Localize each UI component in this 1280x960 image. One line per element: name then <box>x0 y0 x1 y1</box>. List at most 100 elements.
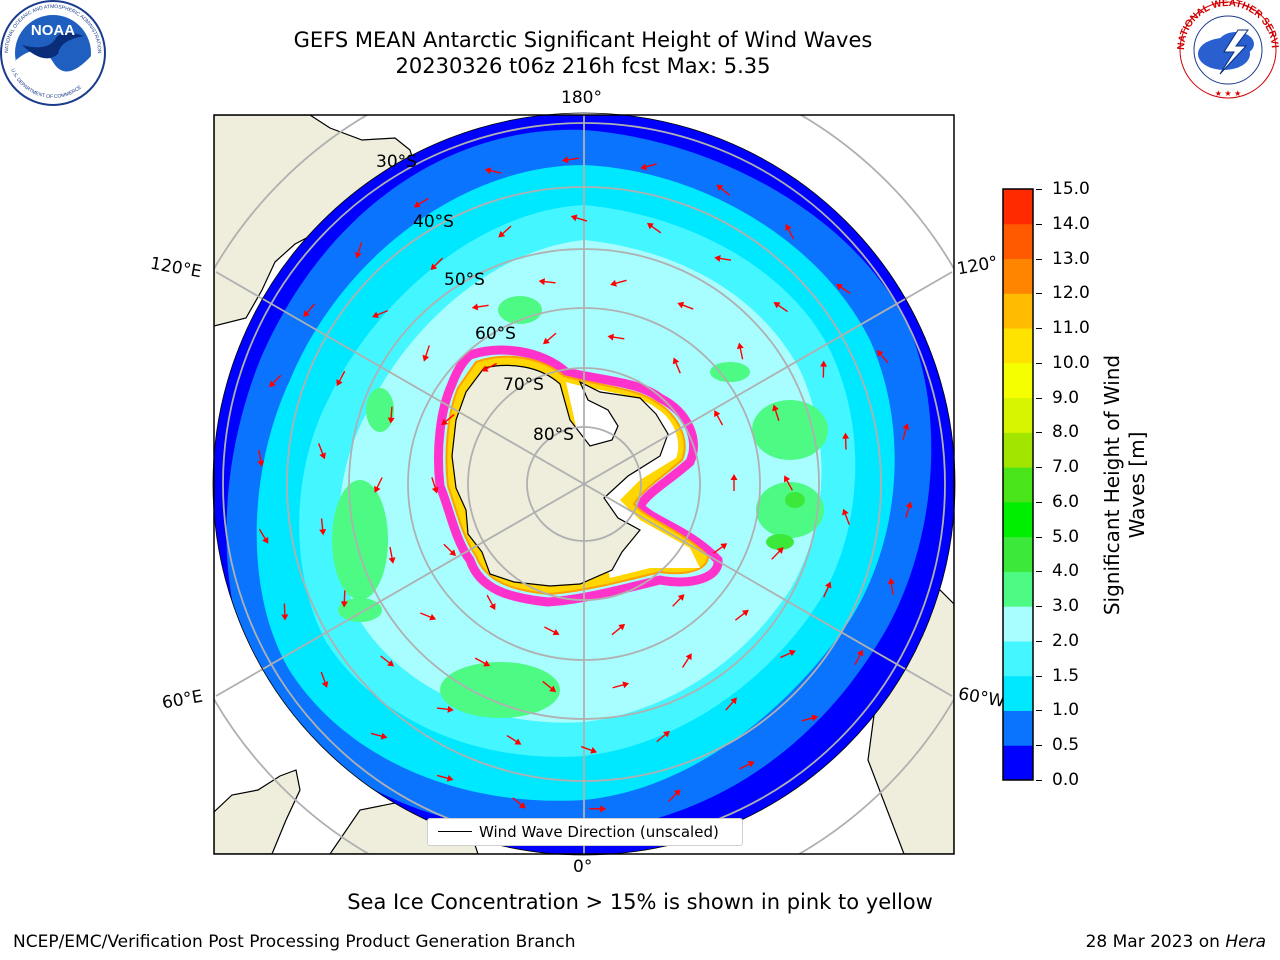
colorbar-tick-mark <box>1036 189 1042 190</box>
legend-line-swatch <box>438 831 472 832</box>
wind-wave-arrowhead <box>354 251 362 259</box>
wind-wave-arrowhead <box>622 681 630 689</box>
wind-wave-arrowhead <box>257 460 265 467</box>
lat-label-40s: 40°S <box>413 212 454 232</box>
colorbar-segment <box>1003 606 1033 642</box>
wind-wave-arrowhead <box>387 660 395 667</box>
wind-wave-arrowhead <box>646 222 654 230</box>
colorbar-tick-mark <box>1036 640 1042 642</box>
wind-wave-arrowhead <box>321 681 329 688</box>
wind-wave-arrowhead <box>340 601 348 608</box>
sea-ice-edge <box>434 345 723 607</box>
colorbar-segment <box>1003 362 1033 399</box>
wind-wave-arrowhead <box>714 410 721 418</box>
wind-wave-arrowhead <box>720 543 728 550</box>
colorbar-tick-label: 0.5 <box>1052 735 1080 756</box>
lat-label-80s: 80°S <box>533 425 574 445</box>
graticule <box>214 115 954 854</box>
wind-wave-arrowhead <box>747 761 755 768</box>
lat-label-60s: 60°S <box>475 324 516 344</box>
wind-wave-arrowhead <box>514 738 522 745</box>
colorbar-tick-label: 11.0 <box>1052 318 1090 339</box>
colorbar-tick-label: 2.0 <box>1052 630 1080 651</box>
colorbar-segment <box>1003 223 1033 260</box>
colorbar-segment <box>1003 432 1033 468</box>
wind-wave-arrowhead <box>776 547 784 554</box>
colorbar-tick-label: 0.0 <box>1052 770 1080 790</box>
wind-wave-arrowhead <box>484 167 492 175</box>
colorbar-tick-mark <box>1036 571 1042 573</box>
wind-wave-arrowhead <box>303 310 310 318</box>
wind-wave-arrowhead <box>552 628 560 636</box>
wind-wave-arrowhead <box>714 254 721 262</box>
footer-producer: NCEP/EMC/Verification Post Processing Pr… <box>13 932 576 952</box>
colorbar-tick-label: 8.0 <box>1052 422 1080 443</box>
lat-label-30s: 30°S <box>376 152 417 172</box>
wind-wave-arrowhead <box>380 732 388 740</box>
wind-wave-arrowhead <box>836 283 843 291</box>
wind-wave-arrowhead <box>498 230 506 238</box>
colorbar-tick-label: 13.0 <box>1052 248 1090 269</box>
colorbar-tick-label: 12.0 <box>1052 283 1090 304</box>
wind-wave-arrowhead <box>685 653 692 661</box>
wind-wave-arrowhead <box>730 697 737 705</box>
colorbar-tick-mark <box>1036 258 1042 260</box>
colorbar-segment <box>1003 745 1033 781</box>
wind-wave-arrowhead <box>876 349 884 357</box>
colorbar-tick-label: 9.0 <box>1052 387 1080 408</box>
wind-wave-arrowhead <box>784 475 791 483</box>
wind-wave-arrowhead <box>319 529 327 536</box>
wind-wave-arrowhead <box>430 263 438 271</box>
map-legend: Wind Wave Direction (unscaled) <box>427 818 743 846</box>
wind-wave-arrowhead <box>902 423 910 430</box>
wind-wave-arrowhead <box>262 536 269 544</box>
colorbar-tick-mark <box>1036 362 1042 364</box>
wind-wave-arrowhead <box>811 714 819 722</box>
colorbar-tick-label: 14.0 <box>1052 213 1090 234</box>
wind-wave-arrowhead <box>610 279 617 287</box>
colorbar-segment <box>1003 640 1033 677</box>
wind-wave-arrowhead <box>281 614 289 621</box>
wind-wave-arrowhead <box>677 594 685 601</box>
wind-wave-arrowhead <box>785 223 792 231</box>
wind-wave-arrowhead <box>429 613 437 621</box>
colorbar-segment <box>1003 571 1033 607</box>
wind-wave-arrowhead <box>413 201 421 208</box>
colorbar-tick-mark <box>1036 710 1042 712</box>
wind-wave-arrowhead <box>607 333 614 341</box>
wind-wave-arrowhead <box>447 705 454 713</box>
wind-wave-arrowhead <box>824 581 832 589</box>
wind-wave-arrowhead <box>887 577 895 585</box>
wind-wave-arrowhead <box>590 747 598 754</box>
wind-wave-arrowhead <box>387 417 395 424</box>
colorbar-tick-label: 1.5 <box>1052 665 1080 686</box>
wind-wave-arrowhead <box>481 365 489 372</box>
chart-title: GEFS MEAN Antarctic Significant Height o… <box>293 28 873 52</box>
wind-wave-arrowhead <box>672 357 680 365</box>
wind-wave-arrowhead <box>518 802 526 809</box>
colorbar-segment <box>1003 536 1033 572</box>
svg-text:★ ★ ★: ★ ★ ★ <box>1215 89 1242 98</box>
chart-subtitle: 20230326 t06z 216h fcst Max: 5.35 <box>395 54 771 78</box>
colorbar-tick-label: 1.0 <box>1052 700 1080 721</box>
footer-date: 28 Mar 2023 on Hera <box>1085 932 1266 952</box>
lon-label-0: 0° <box>573 857 593 877</box>
colorbar-tick-mark <box>1036 675 1042 677</box>
colorbar-segment <box>1003 710 1033 746</box>
wind-wave-arrowhead <box>431 486 439 494</box>
wind-wave-arrowhead <box>489 603 496 611</box>
wind-wave-arrowhead <box>677 301 685 309</box>
wind-wave-arrows <box>257 156 913 813</box>
wind-wave-arrowhead <box>471 303 479 311</box>
wind-wave-arrowhead <box>716 184 724 191</box>
colorbar-tick-label: 15.0 <box>1052 179 1090 199</box>
colorbar-tick-label: 5.0 <box>1052 526 1080 547</box>
wind-wave-arrowhead <box>640 163 647 171</box>
colorbar-tick-mark <box>1036 397 1042 399</box>
colorbar-tick-mark <box>1036 606 1042 608</box>
colorbar-tick-label: 6.0 <box>1052 491 1080 512</box>
colorbar-tick-mark <box>1036 223 1042 225</box>
wind-wave-arrowhead <box>618 623 626 631</box>
colorbar-tick-label: 7.0 <box>1052 457 1080 478</box>
